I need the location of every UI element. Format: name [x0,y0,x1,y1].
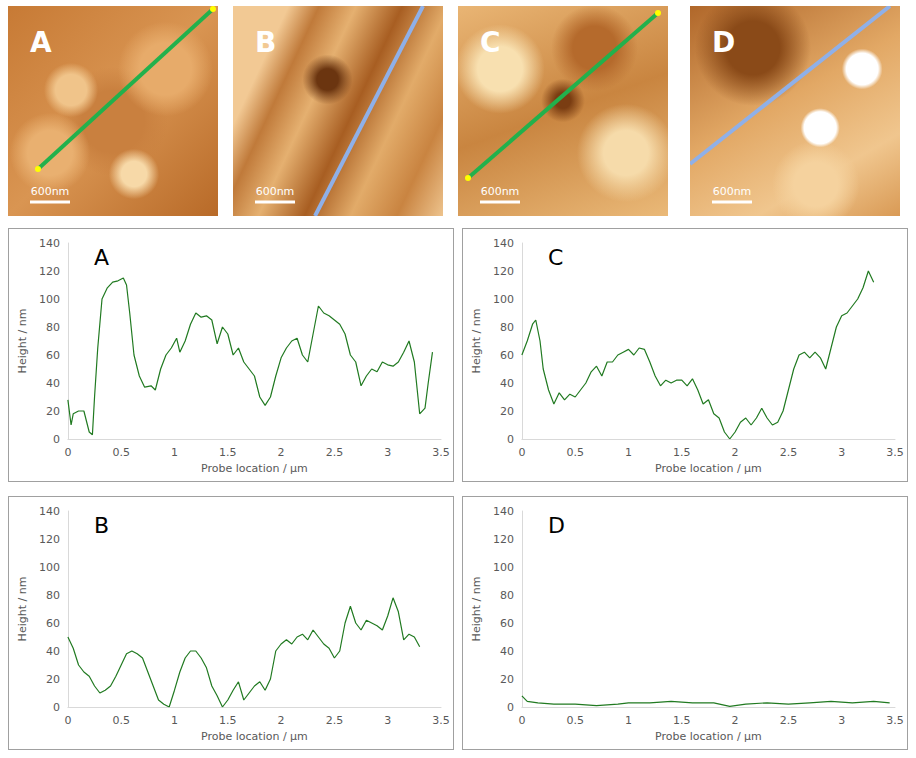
svg-text:60: 60 [46,617,60,630]
svg-text:Height / nm: Height / nm [16,309,29,374]
svg-text:D: D [548,513,565,538]
svg-text:0: 0 [64,714,71,727]
svg-text:80: 80 [500,321,514,334]
svg-text:60: 60 [500,617,514,630]
svg-text:B: B [255,26,276,59]
svg-text:3.5: 3.5 [886,446,904,459]
svg-text:Height / nm: Height / nm [470,309,483,374]
svg-text:80: 80 [46,321,60,334]
svg-text:140: 140 [39,237,60,250]
svg-text:3.5: 3.5 [886,714,904,727]
svg-text:2: 2 [732,714,739,727]
svg-text:120: 120 [39,533,60,546]
svg-text:0.5: 0.5 [112,446,130,459]
svg-text:140: 140 [39,505,60,518]
svg-text:1.5: 1.5 [219,714,237,727]
svg-text:40: 40 [500,377,514,390]
svg-text:3: 3 [384,714,391,727]
svg-text:2.5: 2.5 [780,714,798,727]
svg-text:20: 20 [46,673,60,686]
svg-text:600nm: 600nm [481,185,520,198]
svg-text:2: 2 [278,714,285,727]
svg-text:100: 100 [39,293,60,306]
svg-text:0: 0 [507,701,514,714]
svg-text:2: 2 [732,446,739,459]
svg-text:20: 20 [500,405,514,418]
svg-text:0: 0 [64,446,71,459]
svg-text:Height / nm: Height / nm [16,577,29,642]
svg-text:C: C [480,26,501,59]
svg-text:Probe location / µm: Probe location / µm [201,462,308,475]
svg-text:60: 60 [46,349,60,362]
svg-text:1: 1 [171,446,178,459]
svg-text:80: 80 [46,589,60,602]
svg-text:Height / nm: Height / nm [470,577,483,642]
svg-text:40: 40 [46,645,60,658]
svg-text:0: 0 [518,446,525,459]
svg-text:40: 40 [46,377,60,390]
svg-text:1: 1 [625,446,632,459]
svg-text:600nm: 600nm [31,185,70,198]
svg-text:100: 100 [493,561,514,574]
svg-text:1: 1 [171,714,178,727]
svg-text:0: 0 [53,701,60,714]
svg-text:600nm: 600nm [256,185,295,198]
svg-text:120: 120 [493,265,514,278]
svg-text:3: 3 [384,446,391,459]
svg-text:100: 100 [493,293,514,306]
svg-text:2.5: 2.5 [780,446,798,459]
svg-text:3.5: 3.5 [432,446,450,459]
svg-text:B: B [94,513,109,538]
svg-text:A: A [30,26,52,59]
svg-text:600nm: 600nm [713,185,752,198]
svg-text:20: 20 [46,405,60,418]
svg-text:140: 140 [493,237,514,250]
svg-text:2.5: 2.5 [326,714,344,727]
svg-text:1: 1 [625,714,632,727]
svg-text:0: 0 [53,433,60,446]
svg-text:2.5: 2.5 [326,446,344,459]
svg-text:120: 120 [39,265,60,278]
svg-text:2: 2 [278,446,285,459]
svg-text:Probe location / µm: Probe location / µm [201,730,308,743]
svg-text:Probe location / µm: Probe location / µm [655,730,762,743]
svg-text:Probe location / µm: Probe location / µm [655,462,762,475]
svg-text:140: 140 [493,505,514,518]
svg-text:60: 60 [500,349,514,362]
svg-text:120: 120 [493,533,514,546]
svg-text:0.5: 0.5 [566,446,584,459]
svg-text:1.5: 1.5 [673,714,691,727]
svg-text:40: 40 [500,645,514,658]
svg-text:20: 20 [500,673,514,686]
svg-text:D: D [712,26,735,59]
svg-text:100: 100 [39,561,60,574]
svg-text:1.5: 1.5 [219,446,237,459]
svg-text:0: 0 [518,714,525,727]
svg-text:3: 3 [838,446,845,459]
svg-text:1.5: 1.5 [673,446,691,459]
svg-text:3.5: 3.5 [432,714,450,727]
svg-text:80: 80 [500,589,514,602]
svg-text:0.5: 0.5 [112,714,130,727]
svg-text:A: A [94,245,109,270]
svg-text:0.5: 0.5 [566,714,584,727]
svg-text:C: C [548,245,563,270]
svg-text:0: 0 [507,433,514,446]
svg-text:3: 3 [838,714,845,727]
